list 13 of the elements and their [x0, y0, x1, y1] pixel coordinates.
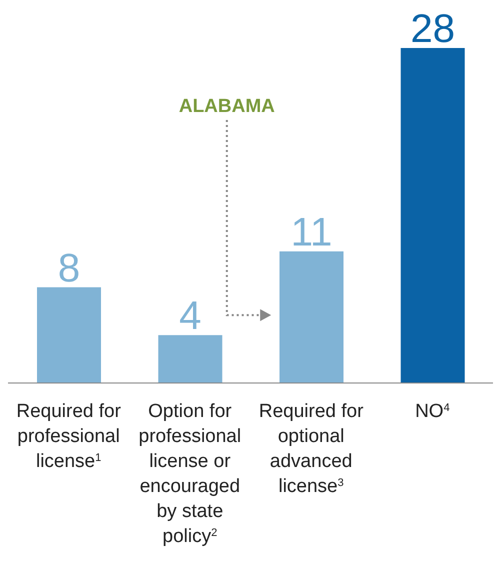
data-label: 8	[58, 246, 80, 290]
data-label: 11	[290, 210, 332, 254]
x-tick-label: Required for optional advanced license$^{3}$	[258, 401, 364, 497]
bar	[37, 287, 101, 383]
x-tick-label: NO$^{4}$	[415, 401, 450, 422]
x-tick-label: Option for professional license or encouraged by state policy$^{2}$	[138, 401, 242, 547]
bar	[158, 335, 222, 383]
bar	[280, 251, 344, 383]
data-label: 4	[179, 294, 202, 338]
data-label: 28	[410, 7, 455, 51]
annotation: ALABAMA	[178, 96, 276, 117]
x-tick-label: Required for professional license$^{1}$	[16, 401, 122, 472]
bar	[400, 48, 465, 383]
